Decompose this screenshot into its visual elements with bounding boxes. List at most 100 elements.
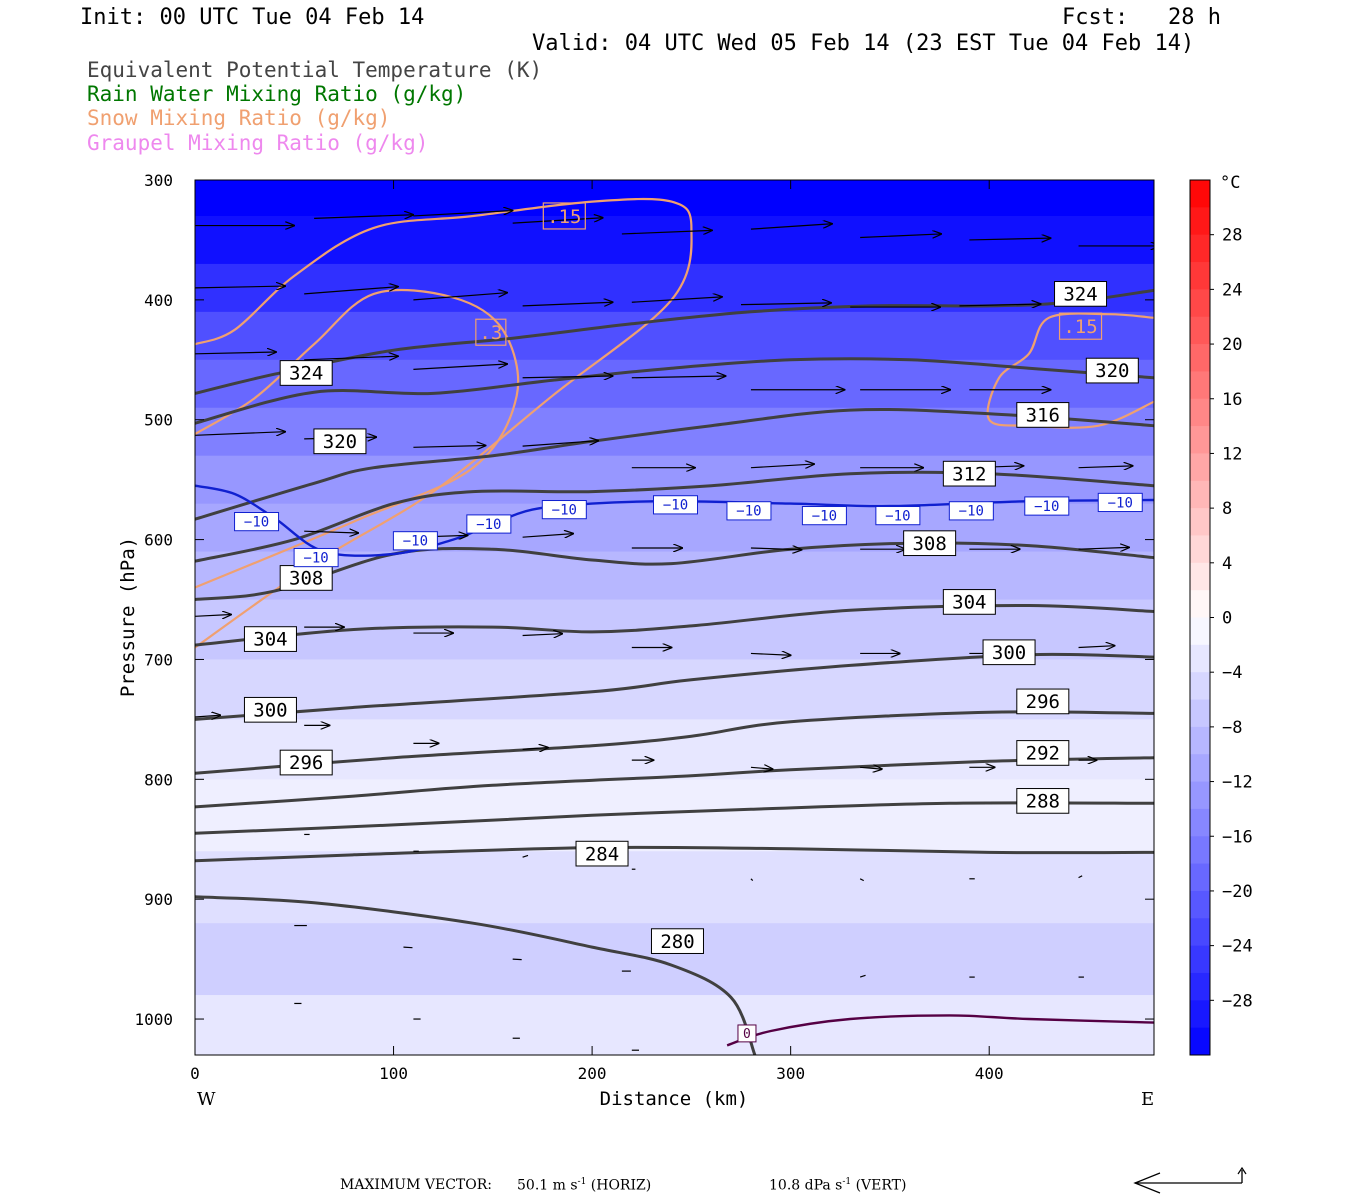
wind-vector — [750, 767, 773, 769]
theta-e-label-box — [575, 840, 629, 867]
wind-vector — [195, 432, 285, 436]
isotherm-label-box — [541, 500, 587, 520]
colorbar-swatch — [1190, 234, 1210, 263]
horiz-units: m s — [552, 1177, 578, 1194]
snow-label: .15 — [547, 206, 581, 228]
colorbar-swatch — [1190, 398, 1210, 427]
wind-vector — [403, 946, 413, 949]
theta-e-label-box — [650, 928, 704, 954]
colorbar-tick-label: 24 — [1222, 280, 1242, 300]
wind-vector — [314, 215, 413, 219]
theta-e-308 — [195, 541, 1154, 601]
isotherm-label: −10 — [1108, 495, 1133, 511]
vert-units: dPa s — [804, 1177, 843, 1194]
theta-e-label: 296 — [1026, 691, 1060, 713]
theta-e-label-box — [243, 626, 297, 652]
theta-e-label-box — [982, 639, 1036, 666]
theta-e-label: 296 — [289, 752, 323, 774]
x-tick-label: 300 — [776, 1064, 805, 1083]
contour-labels: 324 320 308 304 300 296 284 280 316 312 308 304 300 2… — [234, 202, 1143, 1043]
colorbar-tick-label: 28 — [1222, 226, 1242, 246]
isotherm-0 — [726, 1014, 1154, 1047]
snow-label-box — [1058, 312, 1103, 340]
theta-e-292 — [195, 756, 1154, 809]
temp-band — [195, 851, 1154, 924]
theta-e-label-box — [1085, 357, 1139, 384]
colorbar-swatch — [1190, 726, 1210, 755]
init-time: Init: 00 UTC Tue 04 Feb 14 — [80, 5, 425, 30]
isotherm-label-box — [801, 506, 847, 526]
horiz-value: 50.1 — [517, 1177, 549, 1194]
theta-e-label-box — [243, 696, 297, 723]
theta-e-label-box — [1016, 788, 1070, 814]
isotherm-label-box — [293, 547, 339, 568]
colorbar-swatch — [1190, 644, 1210, 673]
colorbar-swatch — [1190, 207, 1210, 236]
wind-vector — [1078, 875, 1083, 879]
theta-e-label-box — [903, 530, 957, 557]
wind-vector — [304, 531, 358, 533]
theta-e-contours — [195, 288, 1154, 1055]
colorbar-swatch — [1190, 1027, 1210, 1056]
wind-vector — [195, 615, 231, 617]
wind-vector — [413, 293, 507, 301]
wind-vector — [750, 548, 801, 550]
colorbar-swatch — [1190, 972, 1210, 1001]
theta-e-label-box — [942, 460, 996, 487]
theta-e-label: 316 — [1026, 405, 1060, 427]
theta-e-label: 300 — [253, 699, 287, 721]
wind-vector — [522, 854, 529, 858]
isotherm-label-box — [737, 1024, 757, 1043]
theta-e-288 — [195, 801, 1154, 835]
axes: 300 400 500 600 700 800 900 1000 0 100 200 300 400 — [134, 171, 1154, 1083]
wind-vector — [959, 304, 1040, 306]
wind-vector — [1078, 646, 1115, 648]
isotherm-label-box — [234, 512, 280, 532]
forecast-hour: Fcst: 28 h — [1062, 5, 1221, 30]
wind-vector — [304, 287, 398, 295]
isotherm-label: −10 — [663, 498, 688, 514]
temp-band — [195, 180, 1154, 217]
theta-e-label-box — [1016, 740, 1070, 766]
theta-e-label: 320 — [1095, 360, 1129, 382]
colorbar-swatch — [1190, 480, 1210, 509]
wind-vector — [741, 303, 831, 305]
colorbar-swatch — [1190, 371, 1210, 400]
colorbar-tick-label: 0 — [1222, 609, 1232, 629]
colorbar-tick-label: −4 — [1222, 663, 1242, 683]
colorbar-swatch — [1190, 426, 1210, 454]
wind-vector — [512, 958, 522, 961]
colorbar-swatch — [1190, 1000, 1210, 1029]
wind-vector — [631, 297, 722, 303]
theta-e-label: 288 — [1026, 791, 1060, 813]
snow-label: .3 — [479, 322, 502, 344]
wind-vector — [522, 534, 573, 538]
y-tick-label: 1000 — [134, 1010, 173, 1029]
wind-vector — [413, 445, 485, 447]
colorbar-tick-label: −28 — [1222, 991, 1253, 1011]
temperature-shading — [195, 180, 1154, 1055]
theta-e-320 — [195, 357, 1154, 425]
y-tick-label: 600 — [144, 531, 173, 550]
theta-e-label: 324 — [1063, 284, 1097, 306]
wind-vector — [631, 376, 726, 378]
colorbar-swatch — [1190, 535, 1210, 564]
y-tick-label: 500 — [144, 411, 173, 430]
legend-theta-e: Equivalent Potential Temperature (K) — [87, 58, 543, 82]
y-axis-label: Pressure (hPa) — [117, 537, 139, 697]
x-tick-label: 0 — [190, 1064, 200, 1083]
colorbar-tick-label: −12 — [1222, 773, 1253, 793]
isotherm-label-box — [652, 495, 698, 515]
horiz-exponent: -1 — [577, 1177, 587, 1187]
isotherm-label: −10 — [736, 504, 761, 520]
isotherm-label-box — [875, 506, 921, 526]
theta-e-label: 304 — [253, 629, 287, 651]
isotherm-label: −10 — [244, 515, 269, 531]
colorbar-unit: °C — [1220, 173, 1240, 193]
isotherm-label-box — [726, 501, 772, 521]
y-tick-label: 400 — [144, 291, 173, 310]
wind-vector — [512, 218, 603, 224]
theta-e-label: 280 — [660, 931, 694, 953]
temp-band — [195, 779, 1154, 853]
